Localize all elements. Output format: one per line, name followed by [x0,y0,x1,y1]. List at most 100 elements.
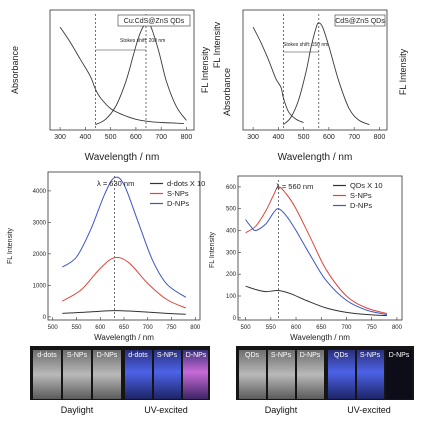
x-tick-label: 650 [119,325,130,331]
x-axis-label: Wavelength / nm [94,333,154,342]
y-axis-label: FL Intensity [7,228,14,264]
chart-title: CdS@ZnS QDs [335,18,385,25]
x-tick-label: 400 [80,134,92,141]
photo-strip-left: d-dots S-NPs D-NPs d-dots S-NPs D-NPs Da… [30,346,210,415]
y-tick-label: 400 [226,229,237,235]
legend-label: D-NPs [167,199,189,208]
legend-label: D-NPs [350,201,372,210]
y-tick-label: 200 [226,272,237,278]
vial-uv-2 [357,350,384,399]
series-line-d-dots-x-10 [62,310,186,315]
x-tick-label: 300 [247,134,259,141]
x-tick-label: 400 [273,134,285,141]
plot-frame [237,175,403,321]
stokes-annotation: Stokes shift: 150 nm [283,42,328,48]
daylight-caption: Daylight [61,405,94,415]
x-tick-label: 600 [130,134,142,141]
vial-label: D-NPs [186,352,207,359]
x-tick-label: 500 [105,134,117,141]
plot-frame [242,9,388,131]
uv-caption: UV-excited [144,405,188,415]
series-line-s-nps [62,256,187,309]
y-axis-label-left: Absorbance [10,46,20,94]
vial-label: QDs [334,352,349,359]
vial [297,350,324,399]
x-tick-label: 700 [341,325,352,331]
vial-label: d-dots [37,352,57,359]
x-tick-label: 550 [71,325,82,331]
vial [33,350,61,399]
y-tick-label: 0 [43,315,47,321]
x-tick-label: 600 [323,134,335,141]
x-tick-label: 750 [166,325,177,331]
vial-daylight-2 [63,350,91,399]
vial [386,350,412,399]
photo-strip-right: QDs S-NPs D-NPs QDs S-NPs D-NPs Daylight… [236,346,414,415]
y-tick-label: 600 [226,185,237,191]
vial [93,350,121,399]
vial-label: S-NPs [67,352,88,359]
vial-uv-1 [328,350,355,399]
series-line-s-nps [245,186,388,314]
y-tick-label: 300 [226,250,237,256]
daylight-caption: Daylight [265,405,298,415]
x-tick-label: 800 [374,134,386,141]
title-box [334,14,386,27]
vial-daylight-1 [239,350,266,399]
y-axis-label-right: FL Intensity [200,46,210,93]
legend-label: QDs X 10 [350,181,383,190]
x-tick-label: 500 [241,325,252,331]
x-tick-label: 550 [266,325,277,331]
vial-label: D-NPs [97,352,118,359]
series-line-series-2 [283,22,370,126]
stokes-annotation: Stokes shift: 200 nm [120,38,165,44]
x-tick-label: 500 [48,325,59,331]
vial-label: D-NPs [389,352,410,359]
x-tick-label: 600 [291,325,302,331]
wavelength-annotation: λ = 560 nm [276,182,313,191]
panel-qds-fl: 500 550 600 650 700 750 800 0 100 200 300 400 500 600… [209,175,403,342]
x-tick-label: 800 [190,325,201,331]
y-axis-label-right: FL Intensity [398,48,408,95]
vial-label: S-NPs [157,352,178,359]
vial-label: S-NPs [360,352,381,359]
y-axis-label-extra: FL Intensitv [212,21,222,68]
x-tick-label: 800 [392,325,403,331]
plot-frame [49,9,195,131]
y-tick-label: 0 [233,316,237,322]
vial-uv-1 [125,350,152,399]
y-tick-label: 2000 [33,252,47,258]
y-tick-label: 4000 [33,189,47,195]
panel-cds-zns: 300 400 500 600 700 800 Stokes shift: 150 nm … [212,9,408,163]
vial-daylight-2 [268,350,295,399]
panel-cu-cds-zns: 300 400 500 600 700 800 Stokes shift: 200 nm … [10,9,210,163]
x-tick-label: 700 [155,134,167,141]
y-axis-label-left: Absorbance [222,68,232,116]
series-line-qds-x-10 [245,285,387,317]
x-axis-label: Wavelength / nm [290,333,350,342]
x-tick-label: 700 [143,325,154,331]
vial-uv-3 [183,350,208,399]
y-tick-label: 100 [226,294,237,300]
legend-label: S-NPs [167,189,189,198]
series-line-series-1 [59,26,184,125]
vial-label: QDs [245,352,260,359]
x-tick-label: 500 [298,134,310,141]
series-line-d-nps [245,208,388,315]
legend-label: S-NPs [350,191,372,200]
vial [154,350,181,399]
wavelength-annotation: λ = 630 nm [97,179,134,188]
y-tick-label: 1000 [33,283,47,289]
x-tick-label: 800 [181,134,193,141]
x-axis-label: Wavelength / nm [278,152,353,163]
x-tick-label: 700 [348,134,360,141]
x-axis-label: Wavelength / nm [85,152,160,163]
vial-label: d-dots [128,352,148,359]
uv-caption: UV-excited [347,405,391,415]
vial [328,350,355,399]
panel-d-dots-fl: 500 550 600 650 700 750 800 0 1000 2000 3000 4000 d… [7,171,205,342]
vial [357,350,384,399]
vial-daylight-1 [33,350,61,399]
title-box [117,14,191,27]
